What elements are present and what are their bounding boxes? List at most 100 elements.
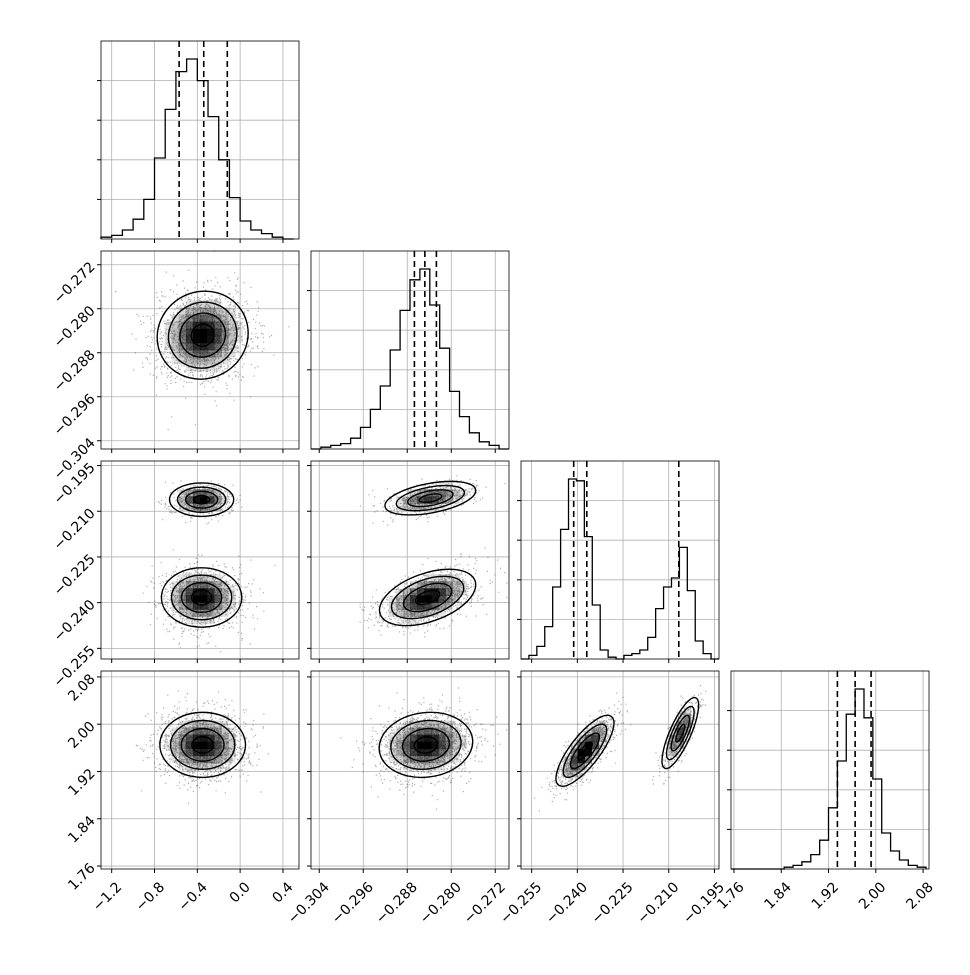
density-cell xyxy=(438,602,446,610)
y-tick-label: −0.288 xyxy=(51,347,99,395)
density-cell xyxy=(388,595,397,603)
density-cell xyxy=(200,350,208,358)
contour-line xyxy=(418,493,443,504)
panel-background xyxy=(101,671,299,869)
contour-line xyxy=(190,589,213,606)
density-cell xyxy=(214,335,222,344)
density-cell xyxy=(178,609,187,617)
density-cell xyxy=(192,616,201,624)
contour-line xyxy=(167,301,238,369)
density-cell xyxy=(207,574,215,582)
density-cell xyxy=(221,595,229,603)
density-cell xyxy=(402,595,411,603)
density-panel-1-2 xyxy=(307,460,510,663)
contour-line xyxy=(390,575,465,620)
density-cell xyxy=(185,616,194,624)
density-cell xyxy=(178,307,187,315)
density-cell xyxy=(228,307,236,315)
density-cell xyxy=(207,616,215,624)
density-cell xyxy=(570,762,578,771)
density-cell xyxy=(171,357,180,365)
contour-line xyxy=(156,290,249,380)
density-panel-0-1: −0.304−0.296−0.288−0.280−0.272 xyxy=(51,250,300,483)
density-cell xyxy=(676,720,684,728)
density-cell xyxy=(221,307,229,315)
density-cell xyxy=(214,364,222,372)
density-cell xyxy=(200,602,208,610)
contour-line xyxy=(190,323,215,347)
panel-frame xyxy=(100,40,300,240)
density-cell xyxy=(402,588,411,596)
density-cell xyxy=(200,609,208,617)
density-cell xyxy=(424,741,432,750)
density-cell xyxy=(207,748,215,757)
density-cell xyxy=(445,595,453,603)
density-cell xyxy=(221,609,229,617)
density-cell xyxy=(402,748,411,757)
x-tick-label: 1.92 xyxy=(809,879,842,912)
density-cell xyxy=(395,748,404,757)
density-cell xyxy=(438,720,446,728)
density-cell xyxy=(438,741,446,750)
x-tick-label: −1.2 xyxy=(90,879,125,914)
density-panel-0-2: −0.255−0.240−0.225−0.210−0.195 xyxy=(51,460,300,691)
density-cell xyxy=(438,734,446,743)
panel-frame xyxy=(100,250,300,450)
density-cell xyxy=(171,328,180,337)
density-cell xyxy=(214,350,222,358)
density-cell xyxy=(200,335,208,344)
panel-frame xyxy=(520,460,720,660)
density-cell xyxy=(185,503,194,511)
density-cell xyxy=(221,720,229,728)
density-cell xyxy=(417,727,425,735)
density-cell xyxy=(598,734,607,743)
density-cell xyxy=(228,342,236,351)
density-cell xyxy=(438,574,446,582)
density-cell xyxy=(563,762,571,771)
density-cell xyxy=(207,741,215,750)
density-cell xyxy=(171,581,180,589)
density-cell xyxy=(228,321,236,330)
density-cell xyxy=(192,741,201,750)
density-cell xyxy=(192,727,201,735)
density-cell xyxy=(410,595,418,603)
density-cell xyxy=(214,328,222,337)
density-cell xyxy=(185,328,194,337)
density-cell xyxy=(164,741,173,750)
density-cell xyxy=(214,574,222,582)
density-cell xyxy=(214,748,222,757)
density-cell xyxy=(591,734,600,743)
density-cell xyxy=(192,300,201,308)
contour-line xyxy=(406,489,454,508)
density-cell xyxy=(402,616,411,624)
density-cell xyxy=(178,328,187,337)
density-cell xyxy=(200,503,208,511)
density-panel-0-3: −1.2 −0.8 −0.4 0.0 0.41.761.841.922.002.08 xyxy=(65,670,300,915)
density-cell xyxy=(178,602,187,610)
contour-line xyxy=(378,568,477,627)
density-cell xyxy=(577,748,585,757)
x-tick-label: −0.288 xyxy=(373,879,421,927)
contour-line xyxy=(176,486,227,513)
density-cell xyxy=(192,602,201,610)
density-cell xyxy=(452,489,460,497)
density-cell xyxy=(410,762,418,771)
x-tick-label: −0.280 xyxy=(417,879,465,927)
density-cell xyxy=(178,762,187,771)
contour-line xyxy=(170,574,233,621)
density-cell xyxy=(214,741,222,750)
density-layer xyxy=(101,461,299,659)
density-cell xyxy=(683,706,692,714)
density-cell xyxy=(402,720,411,728)
density-cell xyxy=(452,588,460,596)
density-cell xyxy=(178,755,187,764)
density-cell xyxy=(171,588,180,596)
histogram-panel-2 xyxy=(517,460,720,663)
density-cell xyxy=(417,720,425,728)
density-cell xyxy=(207,350,215,358)
density-cell xyxy=(438,609,446,617)
density-cell xyxy=(445,581,453,589)
density-cell xyxy=(445,574,453,582)
density-cell xyxy=(178,748,187,757)
panel-background xyxy=(101,41,299,239)
